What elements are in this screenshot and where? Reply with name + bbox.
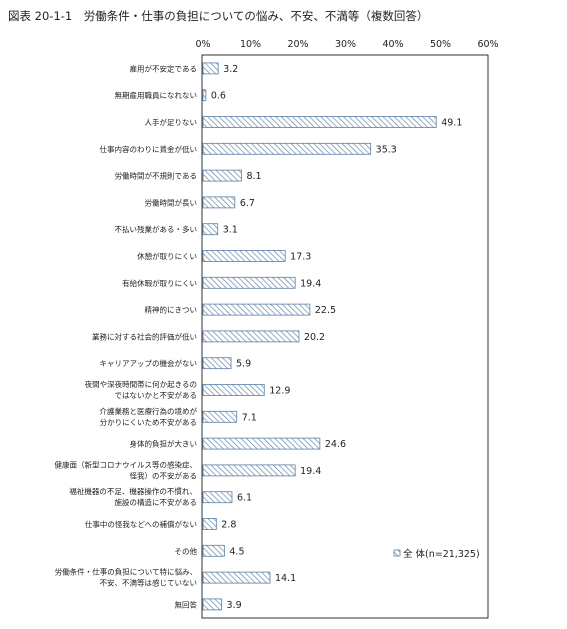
value-labels: 3.2 0.6 49.1 35.3 8.1 6.7 3.1 17.3 19.4 22.5 20.2 5… — [211, 64, 463, 611]
category-label: 身体的負担が大きい — [130, 439, 198, 449]
category-label: 無期雇用職員になれない — [115, 90, 198, 100]
value-label: 7.1 — [242, 412, 257, 423]
category-label: その他 — [175, 546, 198, 556]
category-label: 労働条件・仕事の負担について特に悩み、 — [55, 567, 197, 577]
x-tick-label: 30% — [335, 39, 356, 50]
value-label: 2.8 — [221, 520, 236, 531]
value-label: 22.5 — [315, 305, 336, 316]
value-label: 35.3 — [376, 144, 397, 155]
bar — [202, 464, 296, 477]
bar — [202, 250, 286, 262]
value-label: 49.1 — [441, 118, 462, 129]
category-label: 福祉機器の不足、機器操作の不慣れ、 — [69, 486, 197, 496]
bar — [202, 571, 271, 584]
value-label: 3.1 — [223, 225, 238, 236]
category-label: 人手が足りない — [145, 117, 198, 127]
category-labels: 雇用が不安定である無期雇用職員になれない人手が足りない仕事内容のわりに賃金が低い… — [55, 63, 198, 609]
category-label: 休憩が取りにくい — [137, 251, 197, 261]
value-label: 19.4 — [300, 278, 321, 289]
category-label: 労働時間が不規則である — [115, 171, 197, 181]
value-label: 3.2 — [223, 64, 238, 75]
value-label: 6.1 — [237, 493, 252, 504]
value-label: 6.7 — [240, 198, 255, 209]
category-label: キャリアアップの機会がない — [100, 358, 198, 368]
legend-swatch — [393, 549, 401, 557]
x-tick-label: 60% — [477, 39, 498, 50]
bar — [202, 196, 236, 209]
x-tick-label: 10% — [240, 39, 261, 50]
category-label: 健康面（新型コロナウイルス等の感染症、 — [55, 459, 198, 469]
value-label: 8.1 — [246, 171, 261, 182]
bar — [202, 437, 321, 450]
category-label: 労働時間が長い — [145, 197, 198, 207]
bar — [202, 276, 296, 289]
value-label: 20.2 — [304, 332, 325, 343]
category-label: 不安、不満等は感じていない — [100, 578, 198, 588]
value-label: 3.9 — [227, 600, 242, 611]
bar — [202, 303, 311, 316]
bar — [202, 518, 217, 530]
category-label: 仕事内容のわりに賃金が低い — [100, 144, 198, 154]
x-tick-label: 50% — [430, 39, 451, 50]
bar — [202, 544, 225, 557]
legend-label: 全 体(n=21,325) — [403, 548, 480, 560]
bar — [202, 116, 437, 128]
x-axis-ticks: 0% 10% 20% 30% 40% 50% 60% — [195, 39, 498, 50]
value-label: 4.5 — [229, 546, 244, 557]
category-label: 雇用が不安定である — [130, 63, 197, 73]
category-label: 怪我）の不安がある — [130, 470, 198, 480]
value-label: 5.9 — [236, 359, 251, 370]
category-label: 施設の構造に不安がある — [115, 497, 198, 507]
bar — [202, 410, 238, 423]
plot-area-frame — [201, 54, 489, 619]
bar — [202, 89, 207, 102]
x-tick-label: 20% — [287, 39, 308, 50]
category-label: ではないかと不安がある — [115, 390, 198, 400]
value-label: 19.4 — [300, 466, 321, 477]
bar — [202, 598, 222, 611]
value-label: 24.6 — [325, 439, 346, 450]
value-label: 17.3 — [290, 252, 311, 263]
category-label: 分かりにくいため不安がある — [100, 417, 197, 427]
category-label: 無回答 — [175, 599, 198, 609]
bar — [202, 491, 233, 504]
x-tick-label: 0% — [195, 39, 210, 50]
category-label: 業務に対する社会的評価が低い — [92, 331, 197, 341]
category-label: 仕事中の怪我などへの補償がない — [85, 519, 197, 529]
value-label: 14.1 — [275, 573, 296, 584]
bar — [202, 62, 219, 75]
bar — [202, 384, 265, 396]
chart-title: 図表 20-1-1 労働条件・仕事の負担についての悩み、不安、不満等（複数回答） — [8, 9, 429, 23]
bar — [202, 169, 242, 182]
value-label: 0.6 — [211, 91, 226, 102]
bars — [202, 62, 437, 611]
bar — [202, 357, 232, 370]
category-label: 有給休暇が取りにくい — [122, 278, 197, 288]
bar — [202, 330, 300, 343]
category-label: 精神的にきつい — [145, 305, 198, 315]
legend: 全 体(n=21,325) — [393, 548, 480, 560]
category-label: 不払い残業がある・多い — [115, 224, 198, 234]
x-tick-label: 40% — [382, 39, 403, 50]
category-label: 夜間や深夜時間帯に何か起きるの — [85, 379, 197, 389]
bar — [202, 223, 219, 236]
bar — [202, 142, 372, 155]
value-label: 12.9 — [269, 386, 290, 397]
category-label: 介護業務と医療行為の境めが — [100, 406, 198, 416]
